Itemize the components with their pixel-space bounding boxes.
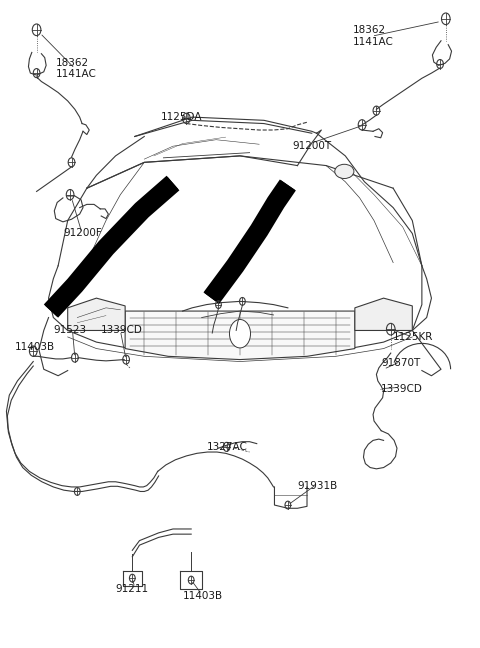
Polygon shape xyxy=(355,298,412,330)
Text: 91870T: 91870T xyxy=(381,358,420,368)
Text: 18362
1141AC: 18362 1141AC xyxy=(352,25,393,47)
Text: 18362
1141AC: 18362 1141AC xyxy=(56,58,96,80)
Text: 11403B: 11403B xyxy=(182,590,223,601)
Text: 91931B: 91931B xyxy=(298,481,338,491)
Text: 91211: 91211 xyxy=(116,584,149,594)
Polygon shape xyxy=(68,298,125,330)
Text: 1339CD: 1339CD xyxy=(101,325,143,336)
Text: 91200F: 91200F xyxy=(63,229,102,238)
Text: 1125KR: 1125KR xyxy=(393,332,433,342)
Text: 91523: 91523 xyxy=(53,325,86,336)
Polygon shape xyxy=(125,311,355,360)
Text: 1125DA: 1125DA xyxy=(161,112,203,122)
Text: 11403B: 11403B xyxy=(15,341,55,352)
Text: 1327AC: 1327AC xyxy=(206,442,247,452)
Ellipse shape xyxy=(335,165,354,178)
Circle shape xyxy=(229,319,251,348)
Text: 91200T: 91200T xyxy=(293,141,332,151)
Text: 1339CD: 1339CD xyxy=(381,384,423,394)
